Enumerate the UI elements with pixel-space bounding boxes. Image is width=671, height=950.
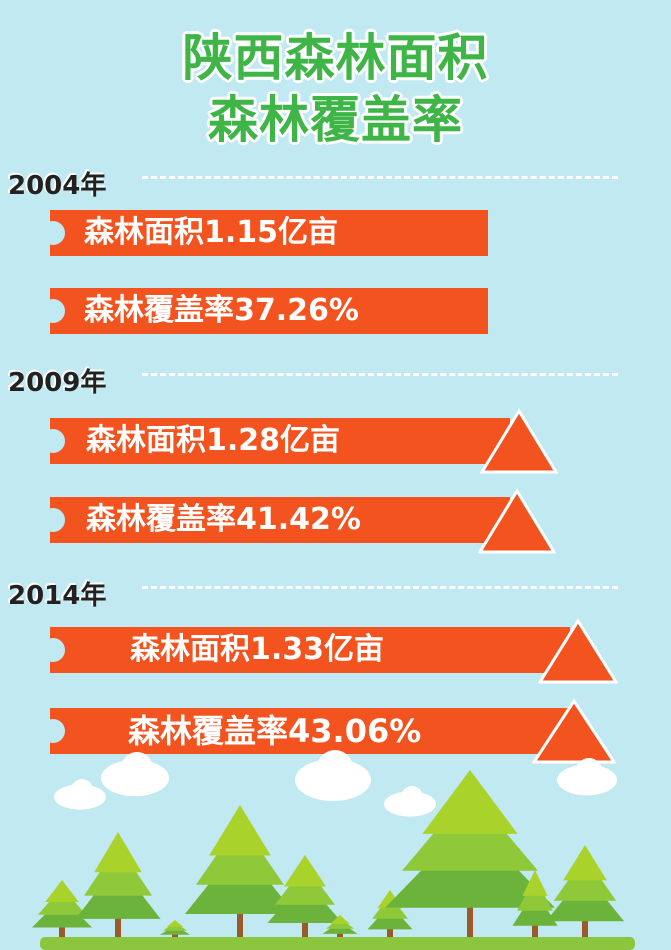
tree-icon [166, 920, 184, 927]
tree-icon [45, 880, 79, 903]
tree-icon [522, 870, 548, 896]
coverage-bar-2009: 森林覆盖率41.42% [41, 497, 510, 543]
ground [40, 937, 635, 950]
up-triangle-icon [478, 488, 556, 554]
tree-icon [563, 845, 607, 881]
divider [142, 373, 618, 376]
year-label-2004: 2004年 [8, 171, 107, 201]
tree-icon [284, 855, 326, 887]
area-bar-2004: 森林面积1.15亿亩 [41, 210, 488, 256]
up-triangle-icon [480, 408, 558, 474]
year-label-2009: 2009年 [8, 368, 107, 398]
coverage-bar-2004: 森林覆盖率37.26% [41, 288, 488, 334]
coverage-bar-2014: 森林覆盖率43.06% [41, 708, 570, 754]
up-triangle-icon [538, 618, 618, 684]
up-triangle-icon [532, 698, 616, 764]
forest-illustration [32, 750, 635, 950]
tree-icon [94, 832, 142, 873]
area-bar-2014: 森林面积1.33亿亩 [41, 627, 570, 673]
divider [142, 586, 618, 589]
title-line2: 森林覆盖率 [208, 91, 463, 149]
area-bar-2009: 森林面积1.28亿亩 [41, 418, 510, 464]
divider [142, 176, 618, 179]
cloud-icon [317, 750, 353, 786]
tree-icon [330, 915, 350, 924]
cloud-icon [121, 752, 153, 784]
tree-icon [422, 770, 518, 834]
cloud-icon [71, 779, 93, 801]
cloud-icon [575, 758, 603, 785]
title-line1: 陕西森林面积 [182, 29, 489, 87]
year-label-2014: 2014年 [8, 581, 107, 611]
cloud-icon [401, 786, 423, 808]
tree-icon [209, 805, 271, 856]
